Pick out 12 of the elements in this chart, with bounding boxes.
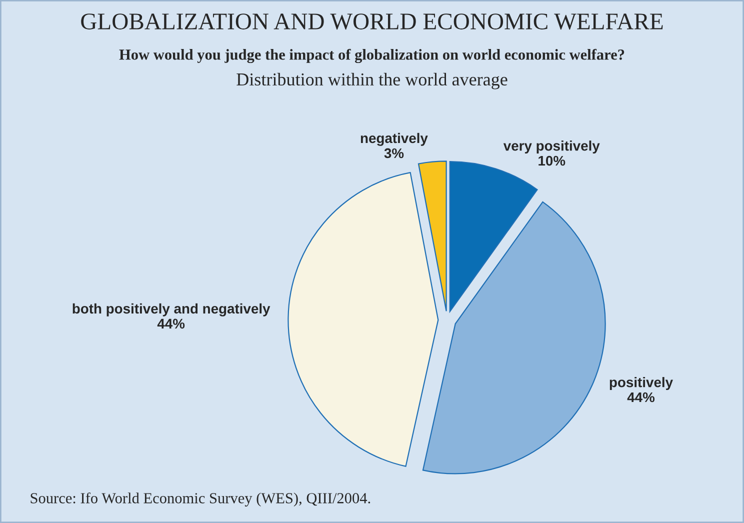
text: Distribution within the world average (236, 72, 508, 90)
chart-title: GLOBALIZATION AND WORLD ECONOMIC WELFARE (81, 14, 663, 30)
data-label: 10% (538, 156, 566, 166)
data-label: 3% (384, 148, 404, 158)
slice-label: both positively and negatively (72, 303, 270, 316)
data-label: 44% (157, 318, 185, 329)
slice-label: positively (610, 377, 673, 390)
slice-label: negatively (360, 132, 428, 146)
data-label: 44% (627, 392, 655, 402)
chart-subtitle: How would you judge the impact of globalization on world economic welfare? (119, 48, 624, 64)
source-note: Source: Ifo World Economic Survey (WES), QIII/2004. (30, 492, 370, 506)
slice-label: very positively (503, 140, 600, 154)
